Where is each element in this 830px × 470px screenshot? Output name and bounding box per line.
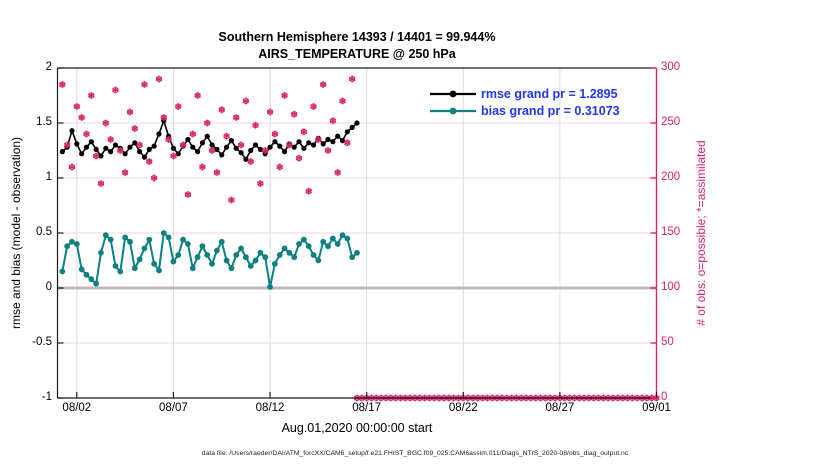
x-tick-label: 08/17 (352, 402, 382, 414)
y-right-tick-label: 200 (661, 171, 681, 183)
chart-subtitle: AIRS_TEMPERATURE @ 250 hPa (258, 47, 456, 61)
data-file-path: data file: /Users/raeder/DAI/ATM_forcXX/… (201, 450, 629, 457)
x-tick-label: 08/12 (255, 402, 285, 414)
y-left-tick-label: 0.5 (36, 226, 52, 238)
x-tick-label: 08/22 (448, 402, 478, 414)
x-tick-label: 08/02 (62, 402, 92, 414)
legend-label-rmse: rmse grand pr = 1.2895 (481, 86, 618, 101)
y-right-tick-label: 50 (661, 336, 674, 348)
legend-row-rmse: rmse grand pr = 1.2895 (430, 85, 620, 102)
legend-marker-rmse-icon (430, 90, 476, 97)
legend: rmse grand pr = 1.2895 bias grand pr = 0… (430, 85, 620, 119)
y-right-tick-label: 0 (661, 391, 668, 403)
y-left-tick-label: 1 (45, 171, 52, 183)
x-tick-label: 09/01 (642, 402, 671, 414)
y-right-tick-label: 250 (661, 116, 681, 128)
legend-row-bias: bias grand pr = 0.31073 (430, 102, 620, 119)
y-right-tick-label: 100 (661, 281, 681, 293)
y-left-tick-label: -0.5 (32, 336, 52, 348)
y-right-tick-label: 150 (661, 226, 681, 238)
x-tick-label: 08/27 (545, 402, 575, 414)
chart-title-block: Southern Hemisphere 14393 / 14401 = 99.9… (57, 29, 657, 63)
y-right-tick-label: 300 (661, 61, 681, 73)
legend-marker-bias-icon (430, 107, 476, 114)
legend-label-bias: bias grand pr = 0.31073 (481, 103, 620, 118)
chart-title: Southern Hemisphere 14393 / 14401 = 99.9… (218, 30, 496, 44)
y-left-tick-label: -1 (41, 391, 52, 403)
y-left-tick-label: 1.5 (36, 116, 52, 128)
y-left-tick-label: 2 (45, 61, 52, 73)
y-left-tick-label: 0 (45, 281, 52, 293)
x-axis-label: Aug.01,2020 00:00:00 start (281, 421, 433, 435)
x-tick-label: 08/07 (159, 402, 188, 414)
